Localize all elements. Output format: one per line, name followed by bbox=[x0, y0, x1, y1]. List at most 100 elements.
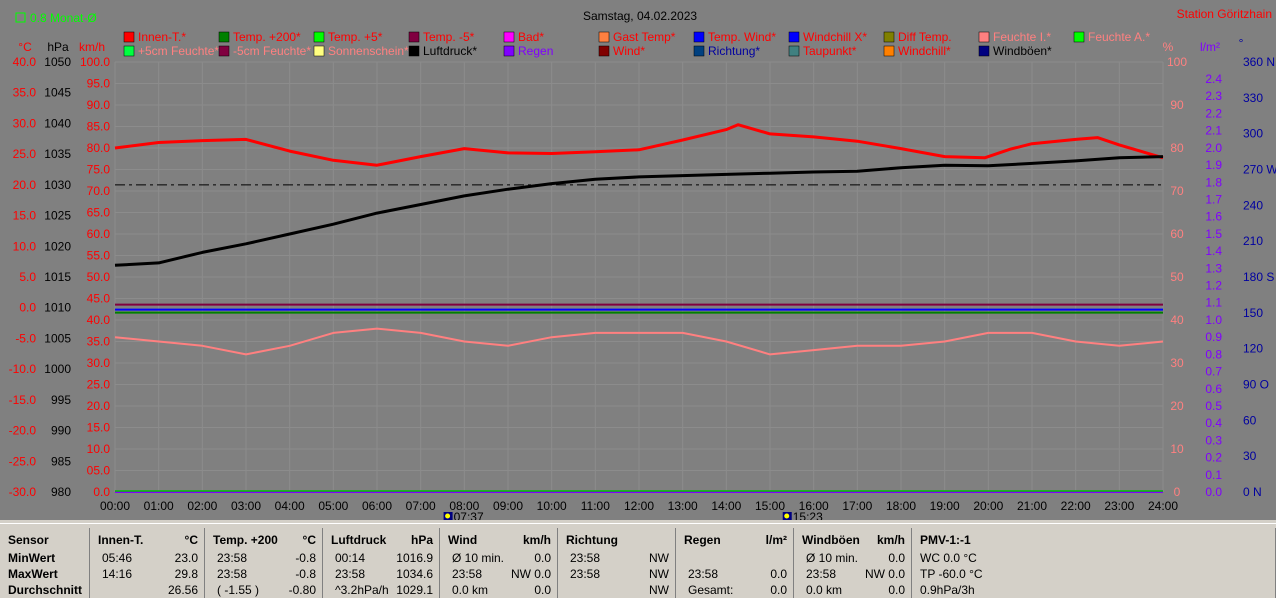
pressure-tick-label: 1045 bbox=[44, 86, 71, 100]
rain-tick-label: 1.9 bbox=[1205, 158, 1222, 172]
percent-tick-label: 80 bbox=[1170, 141, 1184, 155]
rain-tick-label: 0.8 bbox=[1205, 347, 1222, 361]
stats-title-pmv: PMV-1:-1 bbox=[920, 533, 971, 547]
time-tick-label: 03:00 bbox=[231, 499, 261, 513]
temp-tick-label: -15.0 bbox=[9, 393, 37, 407]
speed-axis-unit: km/h bbox=[79, 40, 105, 54]
rain-tick-label: 0.3 bbox=[1205, 433, 1222, 447]
time-tick-label: 02:00 bbox=[187, 499, 217, 513]
stats-section-windboeen: Windböen km/h Ø 10 min. 0.0 23:58 NW 0.0 0.0 k… bbox=[794, 528, 912, 598]
direction-tick-label: 150 bbox=[1243, 306, 1263, 320]
time-tick-label: 22:00 bbox=[1061, 499, 1091, 513]
legend-swatch-15 bbox=[503, 45, 515, 57]
legend-label-17: Richtung* bbox=[708, 44, 760, 58]
legend-swatch-7 bbox=[788, 31, 800, 43]
pressure-tick-label: 990 bbox=[51, 424, 71, 438]
pressure-tick-label: 1020 bbox=[44, 239, 71, 253]
stats-section-temp200: Temp. +200 °C 23:58 -0.8 23:58 -0.8 ( -1.55 ) -… bbox=[205, 528, 323, 598]
direction-tick-label: 240 bbox=[1243, 198, 1263, 212]
stats-time: 23:58 bbox=[806, 567, 837, 581]
stats-time: ^3.2hPa/h bbox=[335, 583, 389, 597]
legend-swatch-1 bbox=[218, 31, 230, 43]
legend-label-9: Feuchte I.* bbox=[993, 30, 1051, 44]
legend-swatch-9 bbox=[978, 31, 990, 43]
speed-tick-label: 100.0 bbox=[80, 55, 110, 69]
rain-tick-label: 2.2 bbox=[1205, 106, 1222, 120]
stats-unit-luftdruck: hPa bbox=[410, 533, 433, 547]
temp-tick-label: 40.0 bbox=[13, 55, 37, 69]
time-tick-label: 21:00 bbox=[1017, 499, 1047, 513]
temp-tick-label: 20.0 bbox=[13, 178, 37, 192]
legend-label-4: Bad* bbox=[518, 30, 544, 44]
stats-value: 1016.9 bbox=[396, 551, 433, 565]
rain-tick-label: 0.1 bbox=[1205, 468, 1222, 482]
stats-value: 1029.1 bbox=[396, 583, 433, 597]
percent-tick-label: 10 bbox=[1170, 442, 1184, 456]
speed-tick-label: 75.0 bbox=[87, 163, 111, 177]
direction-tick-label: 30 bbox=[1243, 449, 1257, 463]
speed-tick-label: 15.0 bbox=[87, 421, 111, 435]
percent-tick-label: 100 bbox=[1167, 55, 1187, 69]
legend-swatch-4 bbox=[503, 31, 515, 43]
legend-swatch-17 bbox=[693, 45, 705, 57]
rain-tick-label: 2.4 bbox=[1205, 72, 1222, 86]
temp-tick-label: 15.0 bbox=[13, 209, 37, 223]
percent-tick-label: 30 bbox=[1170, 356, 1184, 370]
time-tick-label: 17:00 bbox=[842, 499, 872, 513]
legend-label-5: Gast Temp* bbox=[613, 30, 676, 44]
direction-tick-label: 270 W bbox=[1243, 163, 1276, 177]
rain-tick-label: 1.3 bbox=[1205, 261, 1222, 275]
stats-value: -0.8 bbox=[295, 551, 316, 565]
legend-label-11: +5cm Feuchte* bbox=[138, 44, 219, 58]
direction-tick-label: 90 O bbox=[1243, 378, 1269, 392]
stats-unit-temp200: °C bbox=[302, 533, 316, 547]
stats-row-label: MinWert bbox=[8, 551, 56, 565]
time-tick-label: 00:00 bbox=[100, 499, 130, 513]
sunset-time: 15:23 bbox=[793, 510, 823, 520]
speed-tick-label: 85.0 bbox=[87, 120, 111, 134]
stats-time: 0.0 km bbox=[452, 583, 489, 597]
monat-checkbox-icon bbox=[15, 12, 26, 23]
time-tick-label: 04:00 bbox=[275, 499, 305, 513]
series-line-0 bbox=[114, 123, 1164, 167]
stats-value: NW bbox=[649, 567, 669, 581]
stats-value: -0.80 bbox=[288, 583, 316, 597]
stats-value: 0.0 bbox=[534, 551, 551, 565]
pressure-tick-label: 1050 bbox=[44, 55, 71, 69]
series-line-1 bbox=[114, 155, 1164, 267]
legend-swatch-2 bbox=[313, 31, 325, 43]
pressure-tick-label: 1025 bbox=[44, 209, 71, 223]
direction-tick-label: 120 bbox=[1243, 342, 1263, 356]
legend-swatch-6 bbox=[693, 31, 705, 43]
speed-tick-label: 50.0 bbox=[87, 270, 111, 284]
legend-label-3: Temp. -5* bbox=[423, 30, 475, 44]
percent-tick-label: 40 bbox=[1170, 313, 1184, 327]
stats-title-sensor: Sensor bbox=[8, 533, 49, 547]
time-tick-label: 14:00 bbox=[711, 499, 741, 513]
time-tick-label: 15:00 bbox=[755, 499, 785, 513]
stats-value: 0.0 bbox=[888, 551, 905, 565]
direction-tick-label: 300 bbox=[1243, 127, 1263, 141]
pressure-tick-label: 1035 bbox=[44, 147, 71, 161]
pressure-tick-label: 1015 bbox=[44, 270, 71, 284]
rain-tick-label: 2.0 bbox=[1205, 141, 1222, 155]
rain-tick-label: 1.2 bbox=[1205, 279, 1222, 293]
stats-value: 1034.6 bbox=[396, 567, 433, 581]
stats-section-regen: Regen l/m² 23:58 0.0 Gesamt: 0.0 bbox=[676, 528, 794, 598]
stats-time: 05:46 bbox=[102, 551, 133, 565]
temp-tick-label: 25.0 bbox=[13, 147, 37, 161]
rain-tick-label: 0.6 bbox=[1205, 382, 1222, 396]
temp-tick-label: -20.0 bbox=[9, 424, 37, 438]
stats-section-luftdruck: Luftdruck hPa 00:14 1016.9 23:58 1034.6 ^3.2hP… bbox=[323, 528, 440, 598]
time-tick-label: 06:00 bbox=[362, 499, 392, 513]
temp-tick-label: -10.0 bbox=[9, 362, 37, 376]
stats-time: 00:14 bbox=[335, 551, 366, 565]
stats-unit-wind: km/h bbox=[522, 533, 551, 547]
legend-swatch-10 bbox=[1073, 31, 1085, 43]
legend-label-20: Windböen* bbox=[993, 44, 1052, 58]
legend-swatch-16 bbox=[598, 45, 610, 57]
rain-tick-label: 0.7 bbox=[1205, 365, 1222, 379]
speed-tick-label: 10.0 bbox=[87, 442, 111, 456]
stats-time: 0.0 km bbox=[806, 583, 843, 597]
temp-tick-label: 0.0 bbox=[19, 301, 36, 315]
